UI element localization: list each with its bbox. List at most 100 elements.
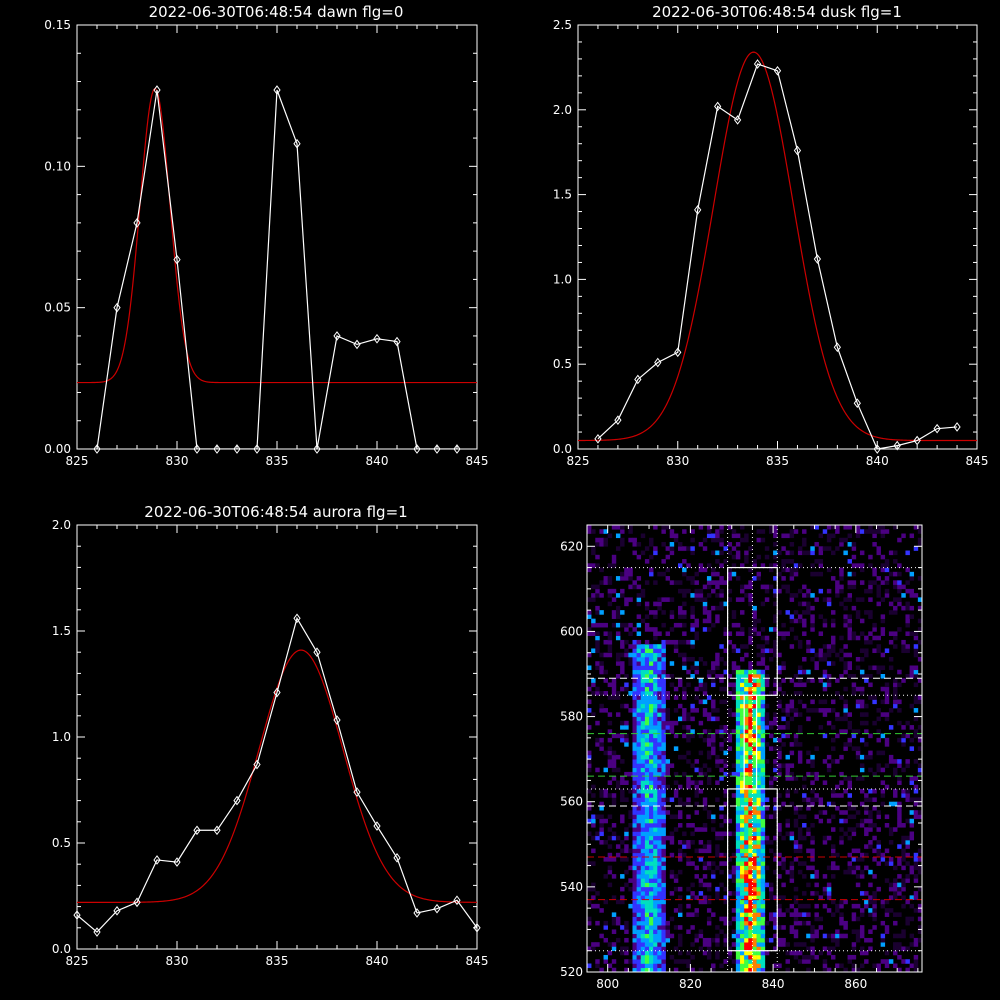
image-cell <box>653 891 658 896</box>
image-cell <box>806 959 811 964</box>
image-cell <box>686 929 691 934</box>
image-cell <box>649 695 654 700</box>
image-cell <box>740 537 745 543</box>
image-cell <box>847 559 852 564</box>
image-cell <box>669 840 675 845</box>
image-cell <box>744 857 749 862</box>
image-cell <box>624 967 629 973</box>
image-cell <box>611 525 617 530</box>
dusk-plot-title: 2022-06-30T06:48:54 dusk flg=1 <box>652 3 902 21</box>
image-cell <box>653 627 658 632</box>
image-cell <box>843 818 848 824</box>
image-cell <box>620 886 625 892</box>
image-cell <box>752 703 757 709</box>
image-cell <box>595 584 600 590</box>
image-cell <box>644 695 650 700</box>
image-cell <box>661 720 666 726</box>
image-cell <box>698 593 704 598</box>
image-cell <box>781 708 786 713</box>
image-cell <box>607 695 613 700</box>
image-cell <box>793 563 799 568</box>
image-cell <box>727 818 733 824</box>
image-cell <box>706 674 712 679</box>
image-cell <box>735 801 741 807</box>
image-cell <box>657 942 662 947</box>
image-cell <box>839 920 844 926</box>
image-cell <box>640 874 646 879</box>
image-cell <box>719 814 724 820</box>
image-cell <box>880 793 886 798</box>
image-cell <box>727 746 733 751</box>
image-cell <box>752 742 757 747</box>
image-cell <box>793 635 799 641</box>
image-cell <box>686 912 691 917</box>
image-cell <box>777 652 782 658</box>
image-cell <box>847 652 852 658</box>
image-cell <box>686 729 691 734</box>
image-cell <box>756 784 762 790</box>
image-cell <box>727 729 733 734</box>
image-cell <box>690 622 695 628</box>
image-cell <box>752 678 757 683</box>
image-cell <box>607 682 613 688</box>
image-cell <box>740 840 745 845</box>
image-cell <box>748 954 753 960</box>
image-cell <box>640 703 646 709</box>
image-cell <box>620 610 625 615</box>
image-cell <box>764 588 770 594</box>
image-cell <box>653 848 658 854</box>
image-cell <box>665 708 671 713</box>
image-cell <box>810 925 815 930</box>
image-cell <box>868 937 873 943</box>
image-cell <box>913 546 919 551</box>
image-cell <box>682 686 687 692</box>
image-cell <box>744 861 749 866</box>
image-cell <box>711 678 716 683</box>
dawn-data-point <box>113 302 121 313</box>
image-cell <box>826 818 832 824</box>
image-cell <box>905 605 910 611</box>
image-cell <box>831 844 836 849</box>
image-cell <box>727 771 733 777</box>
image-cell <box>884 580 890 585</box>
image-cell <box>752 878 757 883</box>
image-cell <box>719 869 724 875</box>
image-cell <box>587 614 592 619</box>
image-cell <box>644 788 650 794</box>
image-cell <box>591 882 596 888</box>
image-cell <box>740 733 745 739</box>
image-cell <box>735 920 741 926</box>
image-cell <box>905 959 910 964</box>
image-cell <box>793 954 799 960</box>
image-cell <box>835 937 840 943</box>
image-cell <box>620 793 625 798</box>
image-cell <box>673 925 679 930</box>
image-cell <box>843 686 848 692</box>
image-cell <box>888 610 894 615</box>
image-cell <box>653 844 658 849</box>
image-cell <box>640 733 646 739</box>
image-cell <box>644 827 650 832</box>
image-cell <box>640 912 646 917</box>
image-cell <box>686 801 691 807</box>
image-cell <box>748 669 753 675</box>
image-cell <box>876 729 881 734</box>
image-cell <box>735 576 741 581</box>
image-cell <box>599 529 604 534</box>
image-cell <box>876 763 881 768</box>
image-cell <box>607 793 613 798</box>
image-cell <box>814 708 819 713</box>
image-cell <box>711 963 716 969</box>
image-cell <box>620 840 625 845</box>
image-cell <box>822 712 828 717</box>
image-cell <box>694 661 699 666</box>
image-cell <box>789 567 795 573</box>
image-cell <box>748 729 753 734</box>
image-cell <box>913 895 919 900</box>
image-cell <box>847 742 852 747</box>
image-cell <box>768 840 774 845</box>
image-cell <box>620 639 625 645</box>
image-cell <box>748 665 753 671</box>
image-cell <box>864 754 869 760</box>
image-cell <box>690 614 695 619</box>
